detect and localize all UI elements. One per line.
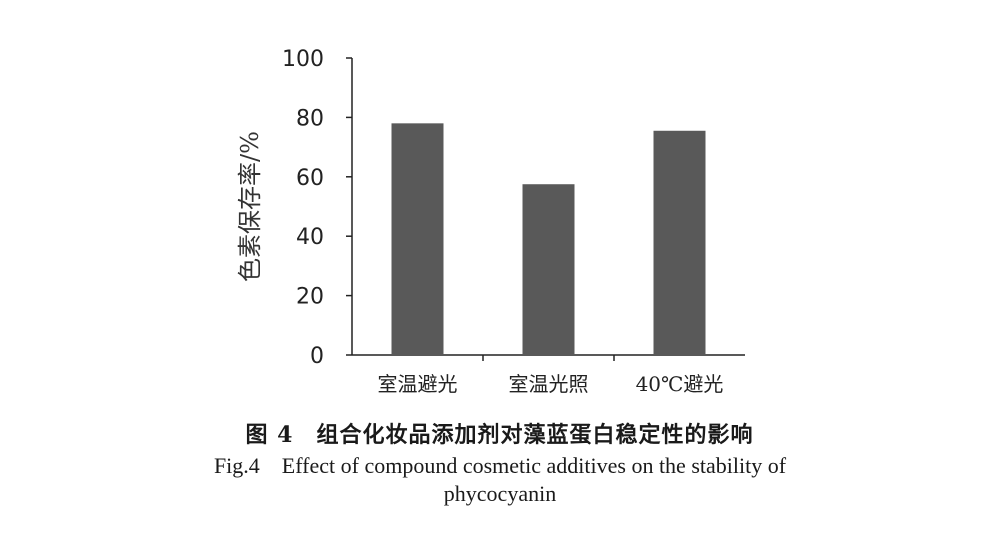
x-ticks: 室温避光 室温光照 40℃避光	[378, 355, 724, 396]
x-tick-label: 40℃避光	[636, 372, 724, 396]
y-tick-label: 40	[296, 225, 324, 250]
y-ticks: 0 20 40 60 80 100	[282, 47, 352, 369]
x-tick-label: 室温避光	[378, 372, 458, 396]
bar	[522, 184, 575, 355]
y-tick-label: 100	[282, 47, 324, 72]
figure-caption-english: Fig.4 Effect of compound cosmetic additi…	[213, 453, 787, 506]
y-tick-label: 20	[296, 285, 324, 310]
y-tick-label: 60	[296, 166, 324, 191]
bar	[391, 123, 444, 355]
bar	[653, 130, 706, 355]
y-tick-label: 80	[296, 106, 324, 131]
figure-caption-chinese: 图 4 组合化妆品添加剂对藻蓝蛋白稳定性的影响	[245, 422, 754, 448]
x-tick-label: 室温光照	[509, 372, 589, 396]
bars	[391, 123, 706, 355]
y-tick-label: 0	[310, 344, 324, 369]
y-axis-label: 色素保存率/%	[236, 131, 264, 282]
